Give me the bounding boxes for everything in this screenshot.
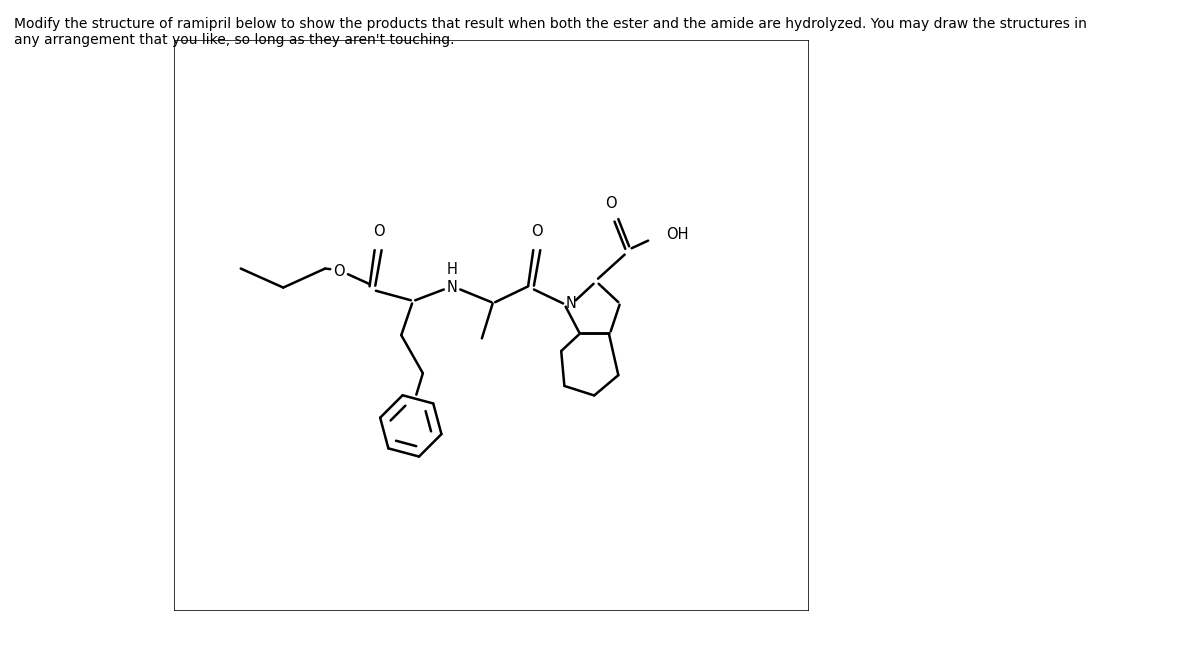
Text: O: O [532,224,542,238]
Text: N: N [565,296,576,311]
Text: OH: OH [666,226,689,242]
Text: O: O [373,224,384,238]
Text: H: H [446,263,457,277]
Text: O: O [605,196,617,211]
Text: O: O [334,265,344,279]
Text: any arrangement that you like, so long as they aren't touching.: any arrangement that you like, so long a… [14,33,455,47]
Text: N: N [446,280,457,295]
Text: Modify the structure of ramipril below to show the products that result when bot: Modify the structure of ramipril below t… [14,17,1087,31]
